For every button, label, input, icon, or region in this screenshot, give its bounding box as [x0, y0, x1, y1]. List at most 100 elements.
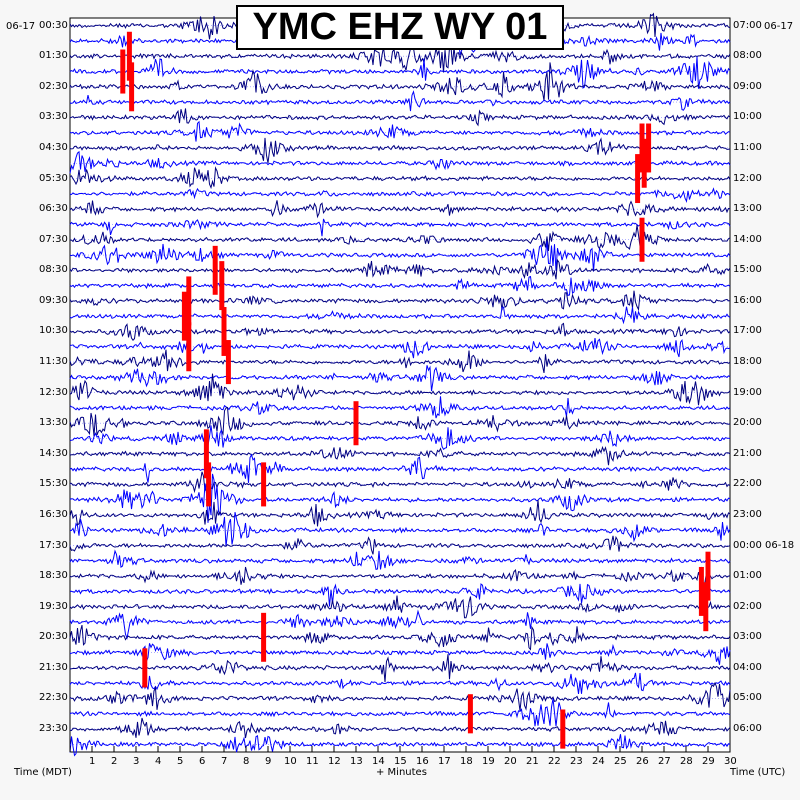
trace-row-46 — [69, 717, 731, 739]
trace-row-27 — [69, 425, 731, 451]
right-time-label: 20:00 — [733, 417, 762, 429]
right-axis-title: Time (UTC) — [730, 767, 786, 778]
clip-event-12 — [221, 307, 227, 356]
clip-event-5 — [641, 138, 647, 188]
x-tick-label: 30 — [724, 756, 737, 767]
trace-row-45 — [69, 698, 731, 727]
trace-row-29 — [69, 453, 731, 483]
right-time-label: 23:00 — [733, 508, 762, 520]
right-time-label: 03:00 — [733, 631, 762, 643]
x-tick-label: 16 — [416, 756, 429, 767]
clip-event-4 — [646, 123, 652, 173]
left-time-label: 07:30 — [39, 233, 68, 245]
clip-event-24 — [467, 694, 473, 734]
x-tick-label: 29 — [702, 756, 715, 767]
right-time-label: 13:00 — [733, 203, 762, 215]
trace-row-39 — [69, 609, 731, 640]
x-tick-label: 18 — [460, 756, 473, 767]
trace-row-2 — [69, 46, 731, 73]
trace-row-20 — [69, 322, 731, 341]
trace-row-28 — [69, 445, 731, 466]
left-time-label: 09:30 — [39, 294, 68, 306]
x-tick-label: 12 — [328, 756, 341, 767]
right-time-label: 21:00 — [733, 447, 762, 459]
x-tick-label: 21 — [526, 756, 539, 767]
left-time-label: 15:30 — [39, 478, 68, 490]
trace-row-32 — [69, 499, 731, 527]
left-time-label: 00:30 — [39, 19, 68, 31]
left-time-label: 11:30 — [39, 356, 68, 368]
trace-row-12 — [69, 200, 731, 219]
trace-row-40 — [69, 624, 731, 651]
x-tick-label: 6 — [199, 756, 206, 767]
clip-event-11 — [181, 291, 187, 341]
chart-title: YMC EHZ WY 01 — [236, 5, 564, 50]
right-time-label: 17:00 — [733, 325, 762, 337]
x-tick-label: 27 — [658, 756, 671, 767]
x-tick-label: 22 — [548, 756, 561, 767]
trace-row-7 — [69, 120, 731, 142]
trace-row-42 — [69, 654, 731, 683]
left-time-label: 21:30 — [39, 661, 68, 673]
x-tick-label: 9 — [265, 756, 272, 767]
plot-background — [69, 17, 731, 753]
trace-row-35 — [69, 549, 731, 571]
left-time-label: 23:30 — [39, 723, 68, 735]
clip-events — [120, 31, 711, 749]
left-time-label: 13:30 — [39, 417, 68, 429]
trace-row-6 — [69, 108, 731, 127]
trace-row-33 — [69, 511, 731, 547]
x-tick-label: 28 — [680, 756, 693, 767]
left-time-label: 18:30 — [39, 570, 68, 582]
left-time-label: 03:30 — [39, 111, 68, 123]
right-time-label: 14:00 — [733, 233, 762, 245]
left-time-label: 04:30 — [39, 141, 68, 153]
left-time-label: 22:30 — [39, 692, 68, 704]
left-axis-title: Time (MDT) — [14, 767, 72, 778]
left-time-label: 08:30 — [39, 264, 68, 276]
x-tick-label: 25 — [614, 756, 627, 767]
left-date-label: 06-17 — [6, 21, 36, 32]
left-time-label: 05:30 — [39, 172, 68, 184]
clip-event-22 — [261, 612, 267, 662]
trace-row-9 — [69, 150, 731, 174]
clip-event-1 — [120, 49, 126, 94]
x-tick-label: 15 — [394, 756, 407, 767]
right-time-label: 18:00 — [733, 356, 762, 368]
right-time-label: 04:00 — [733, 661, 762, 673]
left-time-label: 10:30 — [39, 325, 68, 337]
trace-row-26 — [69, 406, 731, 437]
trace-row-13 — [69, 218, 731, 237]
trace-row-41 — [69, 643, 731, 665]
x-tick-label: 11 — [306, 756, 319, 767]
right-time-label: 22:00 — [733, 478, 762, 490]
x-tick-label: 13 — [350, 756, 363, 767]
clip-event-13 — [186, 322, 192, 372]
trace-row-19 — [69, 306, 731, 325]
trace-row-15 — [69, 241, 731, 272]
trace-row-17 — [69, 275, 731, 297]
clip-event-18 — [206, 462, 212, 507]
x-tick-label: 24 — [592, 756, 605, 767]
right-time-label: 02:00 — [733, 600, 762, 612]
trace-row-10 — [69, 166, 731, 190]
right-time-label: 11:00 — [733, 141, 762, 153]
trace-row-34 — [69, 535, 731, 555]
trace-row-11 — [69, 187, 731, 204]
trace-row-43 — [69, 672, 731, 694]
clip-event-21 — [703, 582, 709, 632]
x-tick-label: 17 — [438, 756, 451, 767]
clip-event-23 — [142, 648, 148, 688]
trace-row-21 — [69, 338, 731, 359]
clip-event-6 — [635, 154, 641, 204]
clip-event-17 — [261, 462, 267, 507]
x-tick-label: 20 — [504, 756, 517, 767]
clip-event-2 — [129, 62, 135, 112]
right-time-label: 09:00 — [733, 80, 762, 92]
clip-event-16 — [203, 429, 209, 479]
trace-row-4 — [69, 62, 731, 101]
x-tick-label: 1 — [89, 756, 96, 767]
right-time-label: 05:00 — [733, 692, 762, 704]
left-time-label: 16:30 — [39, 508, 68, 520]
